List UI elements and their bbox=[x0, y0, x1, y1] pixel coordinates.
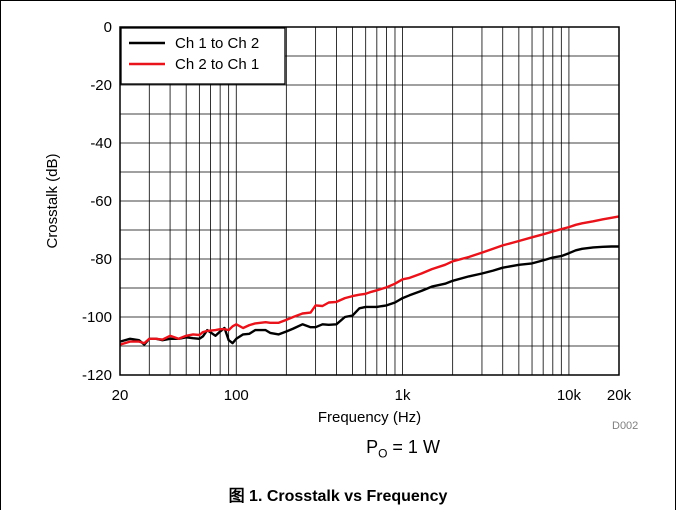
condition-subscript: O bbox=[378, 446, 388, 461]
x-tick-label: 10k bbox=[557, 387, 582, 404]
y-tick-label: -60 bbox=[90, 193, 112, 210]
legend-label-1: Ch 1 to Ch 2 bbox=[175, 35, 259, 52]
frame-left-border bbox=[0, 0, 1, 510]
figure-caption: 图 1. Crosstalk vs Frequency bbox=[228, 488, 448, 505]
x-tick-label: 1k bbox=[395, 387, 411, 404]
y-tick-label: -100 bbox=[82, 309, 112, 326]
y-tick-label: -80 bbox=[90, 251, 112, 268]
test-condition: PO = 1 W bbox=[303, 437, 503, 461]
condition-symbol: P bbox=[366, 437, 379, 457]
legend-box bbox=[120, 27, 286, 85]
y-tick-label: -40 bbox=[90, 135, 112, 152]
y-tick-labels: 0 -20 -40 -60 -80 -100 -120 bbox=[82, 19, 112, 384]
x-axis-label: Frequency (Hz) bbox=[318, 409, 421, 426]
y-tick-label: -20 bbox=[90, 77, 112, 94]
frame-top-border bbox=[0, 0, 676, 1]
series-line-2 bbox=[119, 215, 620, 346]
x-tick-label: 20 bbox=[112, 387, 129, 404]
grid-lines bbox=[120, 27, 619, 375]
x-tick-label: 20k bbox=[607, 387, 632, 404]
plot-area-border bbox=[119, 26, 620, 376]
x-tick-label: 100 bbox=[224, 387, 249, 404]
x-tick-labels: 20 100 1k 10k 20k bbox=[112, 387, 632, 404]
series-lines bbox=[119, 215, 620, 346]
y-tick-label: 0 bbox=[104, 19, 112, 36]
y-axis-label: Crosstalk (dB) bbox=[44, 153, 61, 248]
figure-code: D002 bbox=[612, 420, 639, 432]
series-line-1 bbox=[119, 245, 619, 346]
legend-label-2: Ch 2 to Ch 1 bbox=[175, 56, 259, 73]
legend: Ch 1 to Ch 2 Ch 2 to Ch 1 bbox=[120, 27, 286, 85]
condition-value: = 1 W bbox=[387, 437, 440, 457]
y-tick-label: -120 bbox=[82, 367, 112, 384]
